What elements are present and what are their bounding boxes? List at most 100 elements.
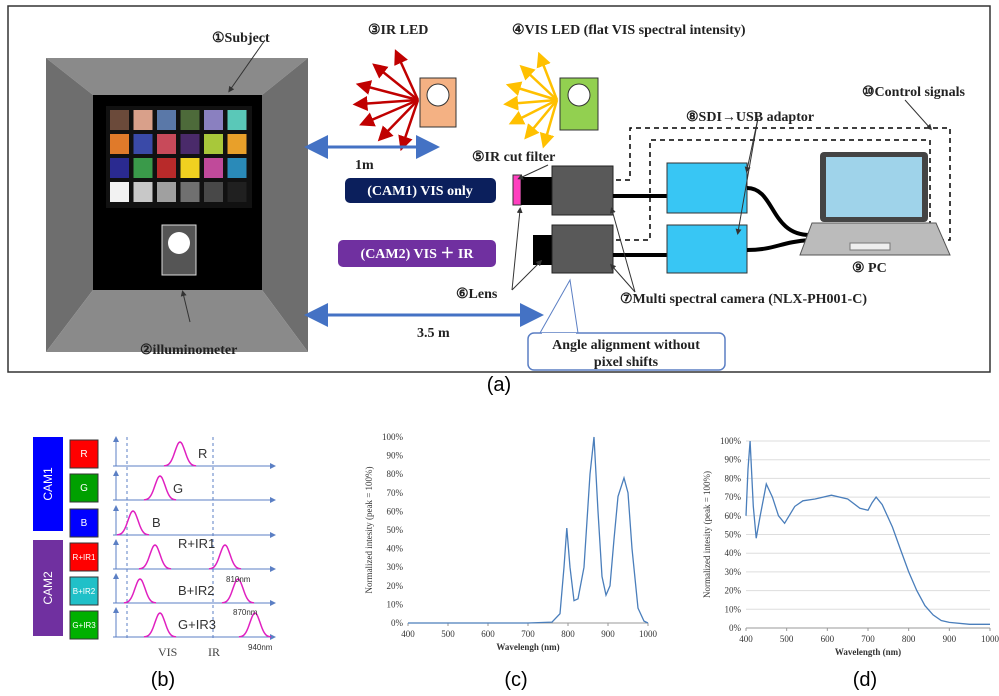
camera [552,166,613,215]
caption: (d) [853,669,877,691]
caption: (a) [487,374,511,396]
band-curve [144,476,176,500]
label: ⑨ PC [852,261,887,276]
series-line [408,437,648,623]
band-curve [117,511,149,535]
x-axis-label: Wavelength (nm) [835,647,901,657]
y-tick-label: 80% [387,469,404,479]
y-tick-label: 60% [725,511,742,521]
y-tick-label: 40% [387,544,404,554]
group-label: CAM1 [41,467,55,501]
label: pixel shifts [594,355,659,370]
x-tick-label: 400 [739,634,753,644]
patch [157,182,176,202]
x-tick-label: 1000 [981,634,999,644]
band-curve [124,579,156,603]
y-tick-label: 80% [725,473,742,483]
y-axis-label: Normalized intesity (peak = 100%) [702,471,712,598]
y-tick-label: 20% [387,581,404,591]
wavelength-label: 940nm [248,643,273,652]
patch [181,110,200,130]
label: ②illuminometer [140,343,237,358]
patch [228,182,247,202]
x-axis-label: Wavelengh (nm) [496,642,559,652]
filter-label: G+IR3 [72,621,96,630]
x-tick-label: 900 [943,634,957,644]
patch [110,134,129,154]
filter-label: B+IR2 [73,587,96,596]
curve-label: B [152,515,161,530]
y-tick-label: 90% [387,451,404,461]
x-tick-label: 900 [601,629,615,639]
label: (CAM2) VIS ＋ IR [361,247,475,262]
patch [157,134,176,154]
y-tick-label: 30% [387,562,404,572]
camera [552,225,613,273]
adaptor [667,225,747,273]
label: ③IR LED [368,23,428,38]
y-tick-label: 20% [725,586,742,596]
curve-label: R+IR1 [178,536,215,551]
label: ⑧SDI→USB adaptor [686,110,814,125]
adaptor [667,163,747,213]
series-line [746,441,990,624]
x-tick-label: 400 [401,629,415,639]
x-tick-label: 600 [821,634,835,644]
label: ⑦Multi spectral camera (NLX-PH001-C) [620,292,867,307]
patch [181,182,200,202]
label: ⑩Control signals [862,85,965,100]
region-label: IR [208,645,220,659]
curve-label: R [198,446,207,461]
x-tick-label: 700 [861,634,875,644]
band-curve [139,545,171,569]
y-tick-label: 50% [725,530,742,540]
patch [134,182,153,202]
x-tick-label: 700 [521,629,535,639]
filter-label: B [81,518,88,529]
y-tick-label: 60% [387,506,404,516]
y-tick-label: 70% [725,492,742,502]
label: ①Subject [212,31,270,46]
label: Angle alignment without [552,338,700,353]
label: ④VIS LED (flat VIS spectral intensity) [512,23,746,38]
sensor [168,232,190,254]
patch [134,134,153,154]
patch [157,110,176,130]
y-tick-label: 40% [725,548,742,558]
label: ⑥Lens [456,287,498,302]
screen [826,157,922,217]
panel-a: ①Subject ②illuminometer ③IR LED ④VIS LED… [8,6,990,372]
label: 1m [355,158,374,173]
patch [181,158,200,178]
patch [228,134,247,154]
y-tick-label: 10% [725,604,742,614]
band-curve [144,613,176,637]
patch [110,110,129,130]
filter-label: G [80,483,88,494]
patch [204,134,223,154]
y-axis-label: Normalized intesity (peak = 100%) [364,466,374,593]
y-tick-label: 50% [387,525,404,535]
page: ①Subject ②illuminometer ③IR LED ④VIS LED… [0,0,999,696]
caption: (b) [151,669,175,691]
y-tick-label: 100% [382,432,404,442]
lens [521,177,553,205]
x-tick-label: 500 [780,634,794,644]
x-tick-label: 600 [481,629,495,639]
y-tick-label: 30% [725,567,742,577]
label: 3.5 m [417,326,450,341]
patch [181,134,200,154]
patch [110,158,129,178]
patch [204,158,223,178]
lens [533,235,553,265]
figure: ①Subject ②illuminometer ③IR LED ④VIS LED… [0,0,999,696]
patch [228,158,247,178]
curve-label: G [173,481,183,496]
y-tick-label: 0% [729,623,742,633]
led [427,84,449,106]
patch [204,182,223,202]
label: ⑤IR cut filter [472,150,555,165]
patch [204,110,223,130]
x-tick-label: 800 [561,629,575,639]
patch [134,158,153,178]
